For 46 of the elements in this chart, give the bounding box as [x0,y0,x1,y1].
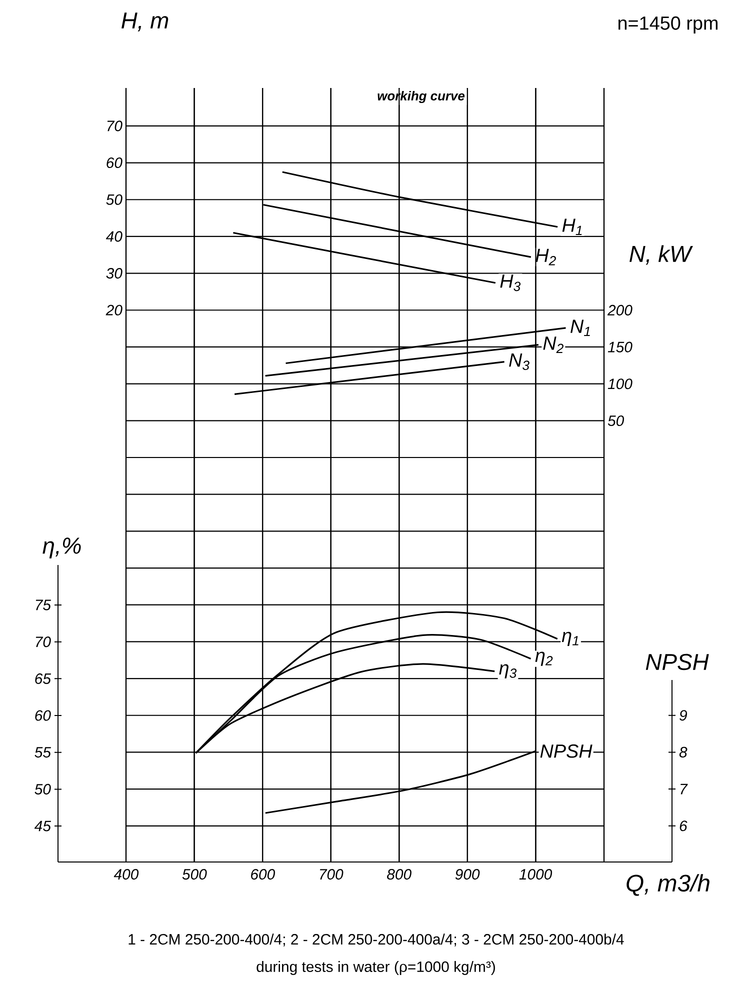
y-tick-label: 50 [34,784,51,794]
x-tick-label: 500 [182,869,207,880]
series-label: N$_{1}$ [570,320,590,336]
x-tick-label: 800 [387,869,412,880]
y-tick-label: 45 [34,820,52,832]
x-tick-label: 900 [455,869,480,880]
series-label: H$_{3}$ [500,274,521,292]
y-tick-label: 55 [34,747,52,758]
series-label: NPSH [540,744,592,758]
series-label: H$_{1}$ [562,218,582,235]
y-tick-label: 6 [680,820,688,832]
y-tick-label: 30 [106,268,122,279]
y-tick-label: 7 [680,784,688,794]
y-tick-label: 50 [608,415,624,426]
text: during tests in water (ρ=1000 kg/m³) [256,961,495,975]
y-tick-label: 9 [680,710,688,721]
y-tick-label: 60 [35,710,51,721]
y-axis-title: NPSH [646,654,709,670]
series-label: η$_{3}$ [499,664,517,678]
series-label: N$_{3}$ [509,354,530,370]
x-tick-label: 1000 [519,869,552,880]
y-tick-label: 40 [106,231,122,242]
y-axis-title: η,% [42,538,81,558]
y-tick-label: 75 [36,600,52,610]
series-label: η$_{2}$ [535,652,553,666]
text: n=1450 rpm [618,16,718,34]
y-tick-label: 200 [607,304,632,316]
y-tick-label: 150 [608,342,632,352]
y-tick-label: 20 [106,304,122,316]
y-tick-label: 70 [107,120,122,132]
y-axis-title: N, kW [630,245,693,265]
x-tick-label: 700 [320,869,344,880]
x-tick-label: 400 [114,869,139,880]
y-tick-label: 65 [35,673,52,684]
series-label: H$_{2}$ [536,248,556,266]
y-tick-label: 50 [106,194,122,205]
y-tick-label: 100 [608,378,632,390]
y-tick-label: 70 [36,636,51,648]
y-tick-label: 60 [106,157,122,168]
x-axis-title: Q, m3/h [626,874,710,896]
text: 1 - 2CM 250-200-400/4; 2 - 2CM 250-200-400a/4; 3 - 2CM 250-200-400b/4 [128,934,624,946]
series-label: η$_{1}$ [562,632,578,646]
series-label: N$_{2}$ [543,336,564,354]
y-axis-title: H, m [122,12,168,32]
y-tick-label: 8 [679,746,688,758]
x-tick-label: 600 [251,869,276,880]
